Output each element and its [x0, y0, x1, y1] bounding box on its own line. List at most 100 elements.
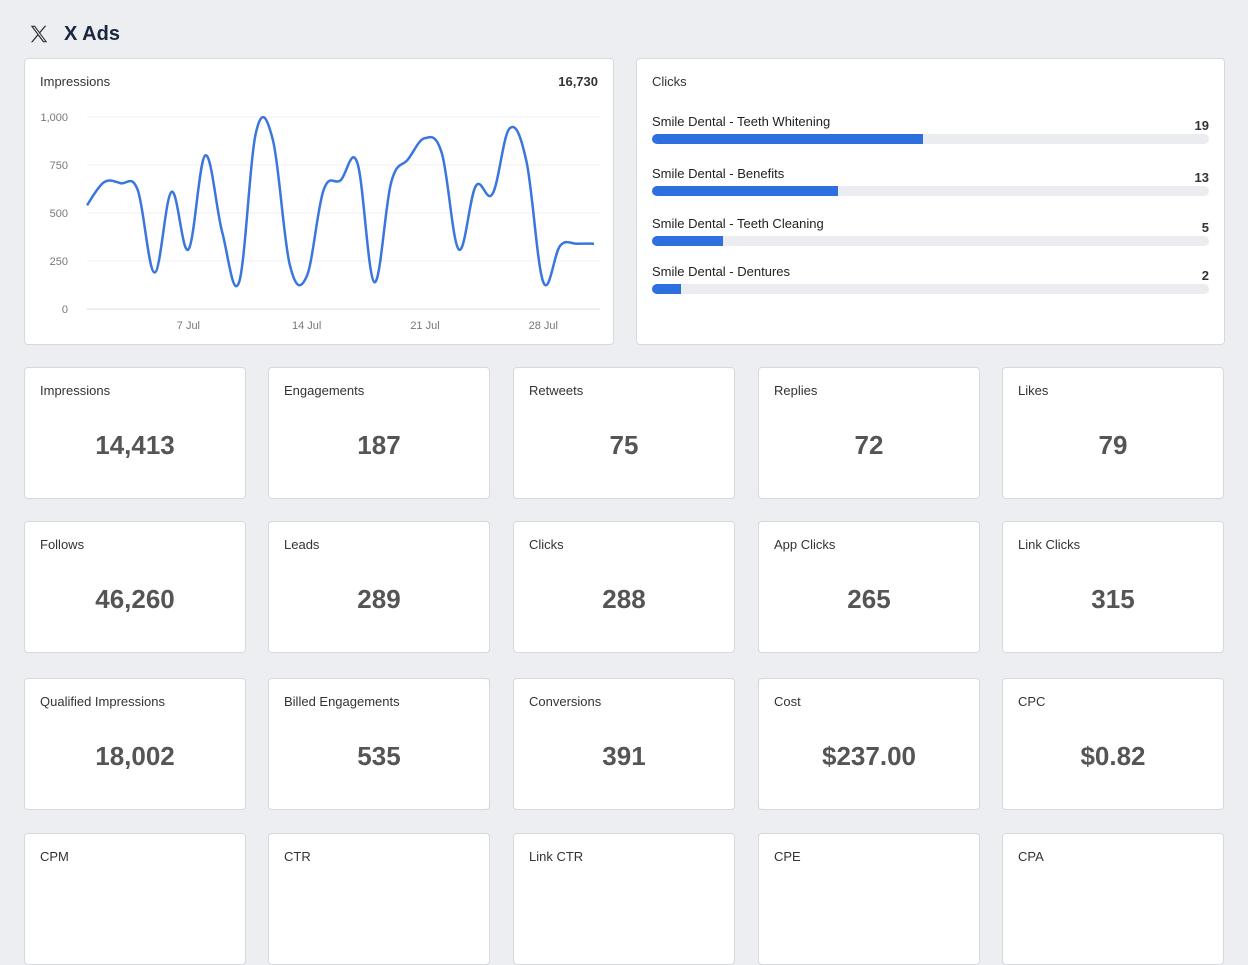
clicks-bar-fill: [652, 284, 681, 294]
metric-label: CPM: [40, 849, 69, 864]
metric-value: 265: [847, 584, 891, 614]
metric-value: 288: [602, 584, 646, 614]
y-tick-label: 750: [50, 160, 68, 172]
impressions-data-point[interactable]: [388, 179, 394, 185]
impressions-data-point[interactable]: [591, 241, 597, 247]
metric-card-link-clicks: Link Clicks 315: [1002, 521, 1224, 653]
clicks-bar-label: Smile Dental - Benefits: [652, 166, 785, 181]
impressions-data-point[interactable]: [456, 246, 462, 252]
metric-label: Qualified Impressions: [40, 694, 165, 709]
impressions-data-point[interactable]: [304, 273, 310, 279]
page-header: X Ads: [28, 20, 120, 48]
clicks-bar-track: [652, 134, 1209, 144]
impressions-data-point[interactable]: [219, 229, 225, 235]
clicks-chart-card: Clicks Smile Dental - Teeth Whitening 19 S…: [636, 58, 1225, 345]
x-tick-label: 14 Jul: [292, 320, 321, 332]
impressions-data-point[interactable]: [236, 279, 242, 285]
impressions-data-point[interactable]: [270, 137, 276, 143]
metric-label: Engagements: [284, 383, 365, 398]
y-tick-label: 1,000: [40, 112, 68, 124]
metric-label: App Clicks: [774, 537, 836, 552]
impressions-data-point[interactable]: [135, 187, 141, 193]
metric-card-likes: Likes 79: [1002, 367, 1224, 499]
y-tick-label: 0: [62, 304, 68, 316]
impressions-data-point[interactable]: [101, 179, 107, 185]
impressions-data-point[interactable]: [169, 189, 175, 195]
impressions-data-point[interactable]: [422, 135, 428, 141]
clicks-bar-fill: [652, 186, 838, 196]
clicks-bar-fill: [652, 236, 724, 246]
impressions-data-point[interactable]: [574, 241, 580, 247]
impressions-data-point[interactable]: [439, 150, 445, 156]
x-tick-label: 21 Jul: [410, 320, 439, 332]
impressions-data-point[interactable]: [490, 191, 496, 197]
page-title: X Ads: [64, 22, 120, 45]
impressions-data-point[interactable]: [405, 156, 411, 162]
metric-card-retweets: Retweets 75: [513, 367, 735, 499]
clicks-bar-row: Smile Dental - Teeth Whitening 19: [652, 114, 1209, 146]
metric-value: 535: [357, 741, 401, 771]
impressions-series-line: [85, 116, 595, 288]
metric-value: 14,413: [95, 430, 175, 460]
y-tick-label: 250: [50, 256, 68, 268]
metric-label: Impressions: [40, 383, 111, 398]
impressions-data-point[interactable]: [321, 187, 327, 193]
clicks-bar-row: Smile Dental - Benefits 13: [652, 166, 1209, 198]
impressions-data-point[interactable]: [84, 202, 90, 208]
impressions-data-point[interactable]: [540, 279, 546, 285]
clicks-bar-value: 5: [1201, 220, 1209, 235]
x-tick-label: 28 Jul: [529, 320, 558, 332]
impressions-data-point[interactable]: [185, 246, 191, 252]
metric-card-conversions: Conversions 391: [513, 678, 735, 810]
impressions-data-point[interactable]: [253, 129, 259, 135]
impressions-data-point[interactable]: [152, 270, 158, 276]
metric-label: Retweets: [529, 383, 584, 398]
metric-card-qualified-impressions: Qualified Impressions 18,002: [24, 678, 246, 810]
impressions-data-point[interactable]: [523, 158, 529, 164]
metric-card-engagements: Engagements 187: [268, 367, 490, 499]
impressions-data-point[interactable]: [287, 262, 293, 268]
metric-card-follows: Follows 46,260: [24, 521, 246, 653]
impressions-data-point[interactable]: [354, 160, 360, 166]
clicks-bar-track: [652, 186, 1209, 196]
metric-card-leads: Leads 289: [268, 521, 490, 653]
clicks-bar-row: Smile Dental - Dentures 2: [652, 264, 1209, 296]
impressions-data-point[interactable]: [507, 126, 513, 132]
metric-card-cost: Cost $237.00: [758, 678, 980, 810]
clicks-bar-fill: [652, 134, 924, 144]
metric-card-link-ctr: Link CTR: [513, 833, 735, 965]
metric-label: Cost: [774, 694, 801, 709]
clicks-bar-value: 19: [1194, 118, 1209, 133]
metric-value: $0.82: [1080, 741, 1146, 771]
impressions-chart-label: Impressions: [40, 74, 111, 89]
impressions-data-point[interactable]: [202, 152, 208, 158]
x-tick-label: 7 Jul: [177, 320, 200, 332]
metric-value: 46,260: [95, 584, 175, 614]
clicks-bar-row: Smile Dental - Teeth Cleaning 5: [652, 216, 1209, 248]
metric-label: Clicks: [529, 537, 564, 552]
metric-label: Replies: [774, 383, 818, 398]
metric-card-cpm: CPM: [24, 833, 246, 965]
impressions-data-point[interactable]: [118, 180, 124, 186]
metric-card-ctr: CTR: [268, 833, 490, 965]
clicks-bar-label: Smile Dental - Dentures: [652, 264, 790, 279]
metric-value: 18,002: [95, 741, 175, 771]
clicks-chart-label: Clicks: [652, 74, 687, 89]
metric-card-replies: Replies 72: [758, 367, 980, 499]
metric-value: 75: [609, 430, 639, 460]
metric-label: Leads: [284, 537, 320, 552]
impressions-data-point[interactable]: [371, 279, 377, 285]
metric-value: 79: [1098, 430, 1128, 460]
impressions-data-point[interactable]: [557, 243, 563, 249]
metric-label: Follows: [40, 537, 85, 552]
impressions-data-point[interactable]: [338, 177, 344, 183]
clicks-bar-track: [652, 284, 1209, 294]
metric-value: 289: [357, 584, 401, 614]
metric-value: 72: [854, 430, 884, 460]
impressions-data-point[interactable]: [473, 183, 479, 189]
metric-card-impressions: Impressions 14,413: [24, 367, 246, 499]
metric-card-cpc: CPC $0.82: [1002, 678, 1224, 810]
metric-label: Conversions: [529, 694, 602, 709]
metric-card-billed-engagements: Billed Engagements 535: [268, 678, 490, 810]
metric-label: CPE: [774, 849, 801, 864]
